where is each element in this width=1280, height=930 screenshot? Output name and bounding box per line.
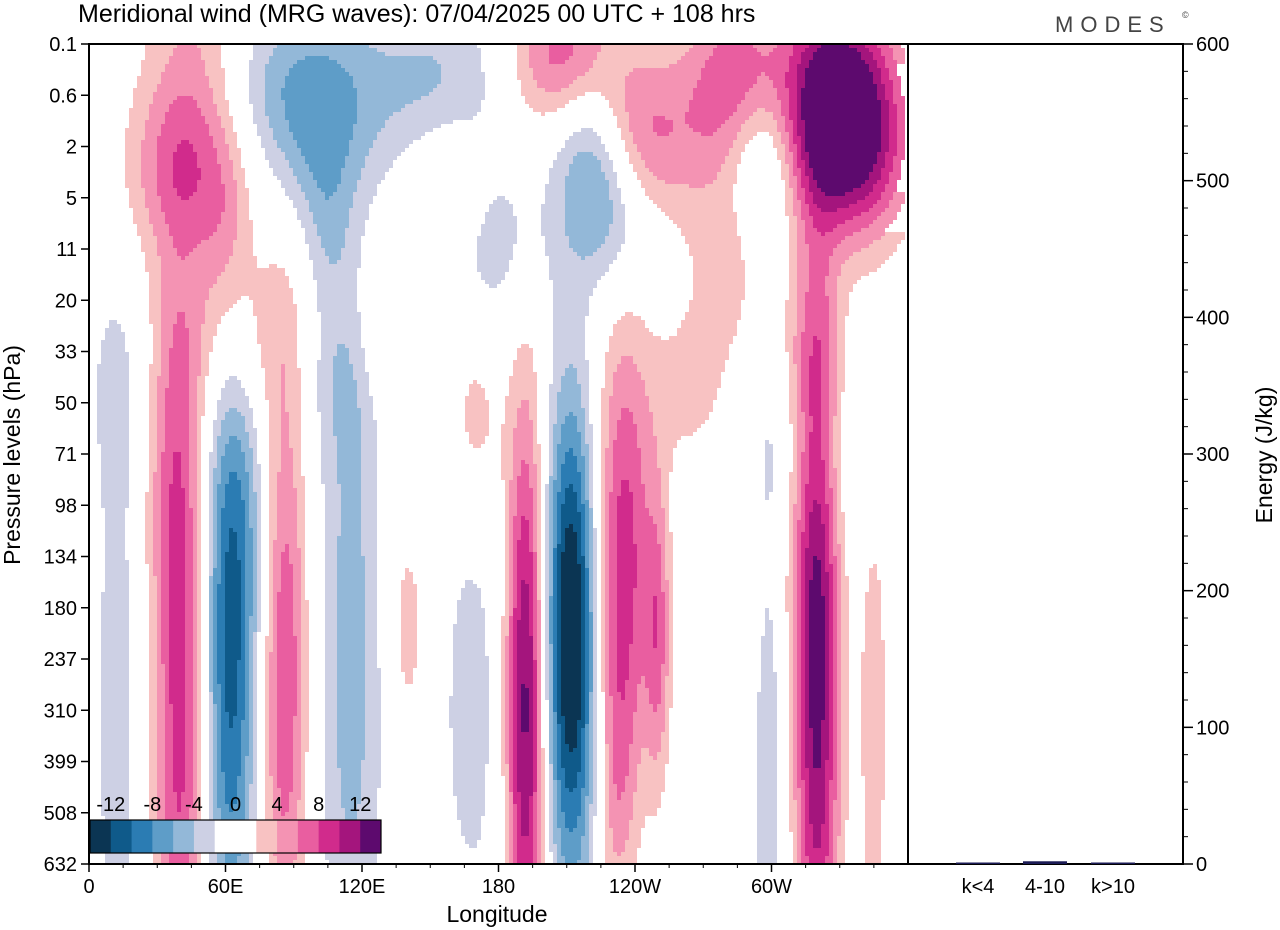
colorbar-swatch [339,820,361,853]
brand-mark: © [1182,10,1189,20]
x-tick-label: 60W [751,876,792,898]
colorbar-swatch [193,820,216,853]
colorbar-swatch [277,820,299,853]
colorbar-label: 4 [272,794,283,816]
energy-bar [1091,862,1135,864]
x-tick-label: 120E [339,876,386,898]
colorbar-label: 0 [230,794,241,816]
heatmap-axes: 0.1 0.6 2 5 11 20 33 50 71 98 134 180 237 310 399 508 63… [44,34,909,898]
energy-axis-label: Energy (J/kg) [1251,387,1277,524]
colorbar-label: -4 [185,794,203,816]
y-tick-label: 0.6 [49,85,77,107]
x-axis-label: Longitude [446,901,547,927]
y-tick-label: 33 [55,342,77,364]
x-tick-label: 180 [482,876,515,898]
colorbar-label: 8 [313,794,324,816]
energy-tick-label: 200 [1196,581,1229,603]
energy-bar [1023,861,1067,864]
colorbar-label: -8 [143,794,161,816]
colorbar-swatch [152,820,174,853]
y-tick-label: 237 [44,649,77,671]
wind-contour-field [97,44,905,864]
colorbar-swatch [297,820,320,853]
energy-category-label: k<4 [962,876,995,898]
energy-bar-panel: 0 100 200 300 400 500 600 k<4 4-10 k>10 [907,34,1229,898]
modes-logo: MODES © [1055,10,1189,37]
y-tick-label: 508 [44,803,77,825]
y-tick-label: 632 [44,854,77,876]
energy-tick-label: 500 [1196,171,1229,193]
energy-tick-label: 600 [1196,34,1229,56]
chart-title: Meridional wind (MRG waves): 07/04/2025 … [78,0,755,28]
colorbar-swatch [214,820,236,853]
y-tick-label: 50 [55,393,77,415]
colorbar-label: -12 [96,794,125,816]
colorbar-label: 12 [349,794,371,816]
energy-bar [956,862,1000,864]
energy-tick-label: 100 [1196,717,1229,739]
colorbar-swatch [131,820,153,853]
y-tick-label: 11 [56,239,77,261]
energy-category-label: k>10 [1091,876,1135,898]
colorbar-swatch [256,820,278,853]
colorbar-swatch [318,820,340,853]
y-tick-label: 310 [44,700,77,722]
energy-tick-label: 400 [1196,307,1229,329]
x-tick-label: 0 [83,876,94,898]
y-tick-label: 2 [66,137,77,159]
colorbar-swatch [235,820,257,853]
y-tick-label: 180 [44,598,77,620]
colorbar-swatch [110,820,133,853]
y-tick-label: 5 [66,188,77,210]
y-tick-label: 399 [44,752,77,774]
y-axis-label: Pressure levels (hPa) [0,345,25,565]
colorbar-swatch [173,820,195,853]
brand-text: MODES [1055,12,1171,37]
x-tick-label: 60E [208,876,244,898]
colorbar-swatch [360,820,382,853]
colorbar: -12 -8 -4 0 4 8 12 [89,794,382,854]
colorbar-swatch [90,820,112,853]
y-tick-label: 71 [55,444,77,466]
y-tick-label: 0.1 [49,34,77,56]
x-tick-label: 120W [609,876,661,898]
y-tick-label: 134 [44,547,77,569]
y-tick-label: 20 [55,290,77,312]
energy-frame [907,43,1184,865]
energy-category-label: 4-10 [1025,876,1065,898]
energy-tick-label: 300 [1196,444,1229,466]
y-tick-label: 98 [55,495,77,517]
energy-tick-label: 0 [1196,854,1207,876]
